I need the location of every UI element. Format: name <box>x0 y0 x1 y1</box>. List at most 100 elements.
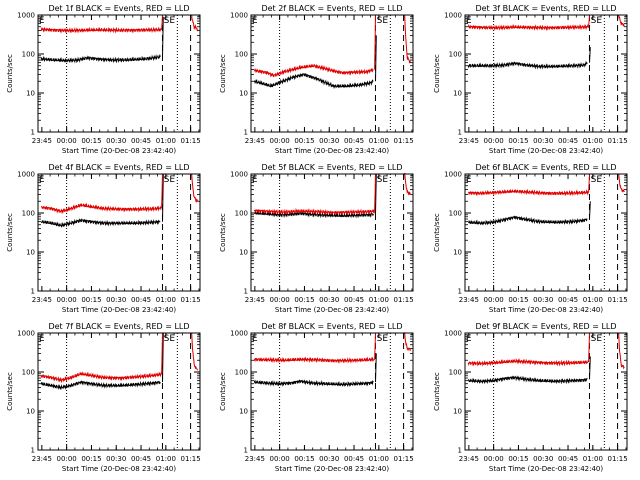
x-tick-label: 23:45 <box>32 296 52 304</box>
events-series-line <box>589 47 591 63</box>
x-tick-label: 00:30 <box>106 455 126 463</box>
x-tick-label: 01:00 <box>156 137 176 145</box>
x-tick-label: 01:00 <box>156 296 176 304</box>
events-series-line <box>467 61 588 70</box>
plot-frame <box>37 173 201 292</box>
x-tick-label: 00:00 <box>484 137 504 145</box>
x-tick-label: 01:15 <box>608 296 628 304</box>
y-tick-label: 100 <box>235 210 248 218</box>
y-tick-label: 1000 <box>230 330 248 338</box>
events-series-line <box>589 356 591 380</box>
x-tick-label: 01:15 <box>608 137 628 145</box>
x-tick-label: 00:00 <box>270 296 290 304</box>
x-axis-label: Start Time (20-Dec-08 23:42:40) <box>489 465 603 473</box>
y-tick-label: 1000 <box>17 171 35 179</box>
panel-title: Det 1f BLACK = Events, RED = LLD <box>48 4 189 13</box>
lld-series-line <box>468 188 589 197</box>
x-tick-label: 00:45 <box>131 296 151 304</box>
y-tick-label: 1 <box>244 288 248 296</box>
event-marker-label: E <box>596 175 602 185</box>
y-tick-label: 100 <box>449 51 462 59</box>
event-marker-label: E <box>169 16 175 26</box>
x-tick-label: 01:15 <box>394 137 414 145</box>
y-axis-label: Counts/sec <box>6 213 14 252</box>
lld-series-line <box>404 14 411 64</box>
lld-series-line <box>161 332 163 375</box>
events-series-line <box>253 379 374 388</box>
event-marker-label: S <box>591 175 597 185</box>
x-tick-label: 00:45 <box>558 455 578 463</box>
detector-panel-7: Det 7f BLACK = Events, RED = LLD Counts/s… <box>6 322 201 473</box>
y-tick-label: 10 <box>453 90 462 98</box>
x-tick-label: 00:00 <box>57 296 77 304</box>
x-tick-label: 01:15 <box>608 455 628 463</box>
detector-panel-3: Det 3f BLACK = Events, RED = LLD Counts/s… <box>433 4 628 155</box>
y-axis-label: Counts/sec <box>433 372 441 411</box>
panel-title: Det 6f BLACK = Events, RED = LLD <box>475 163 616 172</box>
x-tick-label: 00:30 <box>533 455 553 463</box>
y-tick-label: 1000 <box>230 12 248 20</box>
y-tick-label: 1 <box>244 447 248 455</box>
panel-title: Det 3f BLACK = Events, RED = LLD <box>475 4 616 13</box>
x-tick-label: 00:15 <box>294 455 314 463</box>
x-tick-label: 00:30 <box>106 296 126 304</box>
event-marker-label: E <box>382 175 388 185</box>
y-tick-label: 100 <box>22 51 35 59</box>
x-axis-label: Start Time (20-Dec-08 23:42:40) <box>275 306 389 314</box>
x-tick-label: 00:15 <box>81 455 101 463</box>
y-tick-label: 10 <box>239 249 248 257</box>
x-tick-label: 23:45 <box>32 455 52 463</box>
y-tick-label: 10 <box>26 90 35 98</box>
x-tick-label: 00:30 <box>533 296 553 304</box>
event-marker-label: S <box>164 16 170 26</box>
event-marker-label: E <box>252 16 258 26</box>
y-tick-label: 1000 <box>444 171 462 179</box>
x-tick-label: 23:45 <box>459 296 479 304</box>
x-axis-label: Start Time (20-Dec-08 23:42:40) <box>62 465 176 473</box>
x-tick-label: 01:00 <box>156 455 176 463</box>
y-axis-label: Counts/sec <box>219 54 227 93</box>
events-series-line <box>253 210 374 219</box>
events-series-line <box>375 173 377 214</box>
event-marker-label: S <box>377 334 383 344</box>
x-axis-label: Start Time (20-Dec-08 23:42:40) <box>62 306 176 314</box>
event-marker-label: E <box>466 334 472 344</box>
x-tick-label: 01:00 <box>583 137 603 145</box>
events-series-line <box>162 16 164 57</box>
event-marker-label: E <box>382 16 388 26</box>
events-series-line <box>40 218 161 228</box>
plot-frame <box>464 173 628 292</box>
event-marker-label: E <box>382 334 388 344</box>
x-tick-label: 23:45 <box>245 455 265 463</box>
x-tick-label: 00:15 <box>294 137 314 145</box>
event-marker-label: S <box>377 16 383 26</box>
event-marker-label: E <box>39 334 45 344</box>
event-marker-label: S <box>164 334 170 344</box>
event-marker-label: E <box>596 334 602 344</box>
y-tick-label: 100 <box>235 51 248 59</box>
y-tick-label: 100 <box>449 210 462 218</box>
panel-title: Det 9f BLACK = Events, RED = LLD <box>475 322 616 331</box>
x-axis-label: Start Time (20-Dec-08 23:42:40) <box>275 465 389 473</box>
x-tick-label: 00:45 <box>131 455 151 463</box>
panel-title: Det 7f BLACK = Events, RED = LLD <box>48 322 189 331</box>
x-tick-label: 00:00 <box>57 137 77 145</box>
x-tick-label: 00:00 <box>270 137 290 145</box>
y-tick-label: 100 <box>22 369 35 377</box>
x-tick-label: 00:30 <box>319 137 339 145</box>
y-tick-label: 10 <box>453 249 462 257</box>
x-tick-label: 00:15 <box>508 137 528 145</box>
y-tick-label: 10 <box>239 408 248 416</box>
lld-series-line <box>618 332 625 370</box>
y-tick-label: 1000 <box>444 330 462 338</box>
event-marker-label: E <box>39 175 45 185</box>
lld-series-line <box>191 173 198 204</box>
x-tick-label: 00:15 <box>508 455 528 463</box>
x-tick-label: 01:00 <box>583 455 603 463</box>
events-series-line <box>375 353 377 383</box>
x-tick-label: 23:45 <box>32 137 52 145</box>
events-series-line <box>253 73 374 90</box>
y-axis-label: Counts/sec <box>219 372 227 411</box>
y-tick-label: 10 <box>239 90 248 98</box>
y-tick-label: 1 <box>458 447 462 455</box>
